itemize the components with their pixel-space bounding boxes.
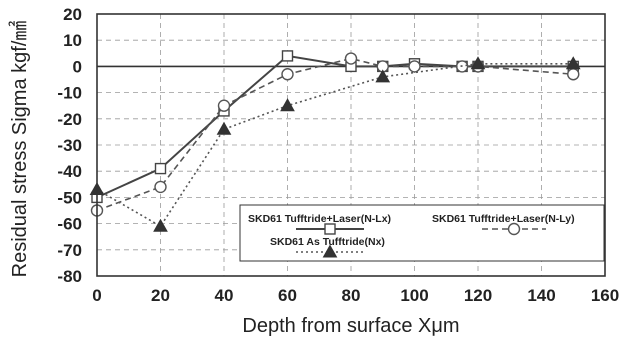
marker-triangle — [216, 121, 232, 135]
marker-square — [324, 223, 336, 235]
x-tick-label: 80 — [342, 286, 361, 305]
marker-square — [154, 162, 167, 175]
marker-circle — [507, 222, 521, 236]
marker-triangle — [565, 56, 581, 70]
x-tick-label: 0 — [92, 286, 101, 305]
marker-square — [281, 50, 294, 62]
marker-triangle — [153, 218, 168, 232]
x-tick-labels: 0 20 40 60 80 100 120 140 160 — [92, 286, 619, 305]
marker-circle — [217, 99, 231, 112]
series-3 — [89, 56, 581, 232]
marker-triangle — [322, 244, 338, 258]
y-tick-label: -40 — [57, 162, 82, 181]
legend-entry-2: SKD61 Tufftride+Laser(N-Ly) — [432, 213, 575, 236]
y-tick-label: -70 — [57, 241, 82, 260]
y-tick-label: -30 — [57, 136, 82, 155]
y-tick-label: -50 — [57, 188, 82, 207]
y-tick-label: -20 — [57, 110, 82, 129]
series-line — [96, 57, 574, 212]
x-tick-label: 20 — [151, 286, 170, 305]
y-tick-label: 20 — [63, 5, 82, 24]
x-tick-label: 160 — [591, 286, 619, 305]
marker-circle — [154, 180, 167, 194]
legend: SKD61 Tufftride+Laser(N-Lx) SKD61 Tufftri… — [239, 204, 605, 262]
series-layer — [89, 50, 581, 232]
y-tick-label: 0 — [73, 57, 82, 76]
marker-circle — [408, 60, 421, 73]
legend-label: SKD61 Tufftride+Laser(N-Lx) — [248, 213, 391, 225]
series-line — [96, 54, 574, 199]
marker-triangle — [375, 69, 391, 83]
legend-box — [239, 204, 605, 262]
y-axis-title: Residual stress Sigma kgf/㎟ — [7, 21, 31, 278]
series-1 — [91, 50, 579, 204]
y-tick-label: 10 — [63, 31, 82, 50]
plot-frame — [96, 13, 606, 277]
x-tick-label: 140 — [527, 286, 555, 305]
x-axis-title: Depth from surface Xμm — [242, 315, 459, 337]
marker-circle — [344, 52, 358, 65]
marker-triangle — [280, 98, 295, 112]
legend-entry-1: SKD61 Tufftride+Laser(N-Lx) — [248, 213, 391, 235]
series-2 — [90, 52, 580, 217]
x-tick-label: 40 — [215, 286, 234, 305]
marker-circle — [567, 68, 580, 81]
marker-triangle — [470, 56, 486, 70]
x-tick-label: 60 — [278, 286, 297, 305]
x-tick-label: 100 — [400, 286, 428, 305]
y-tick-label: -60 — [57, 215, 82, 234]
y-tick-labels: 20 10 0 -10 -20 -30 -40 -50 -60 -70 -80 — [57, 5, 82, 286]
y-tick-label: -80 — [57, 267, 82, 286]
marker-circle — [281, 68, 294, 81]
y-tick-label: -10 — [57, 84, 82, 103]
legend-label: SKD61 As Tufftride(Nx) — [270, 236, 385, 248]
legend-entry-3: SKD61 As Tufftride(Nx) — [270, 236, 385, 258]
legend-label: SKD61 Tufftride+Laser(N-Ly) — [432, 213, 575, 225]
x-tick-label: 120 — [464, 286, 492, 305]
